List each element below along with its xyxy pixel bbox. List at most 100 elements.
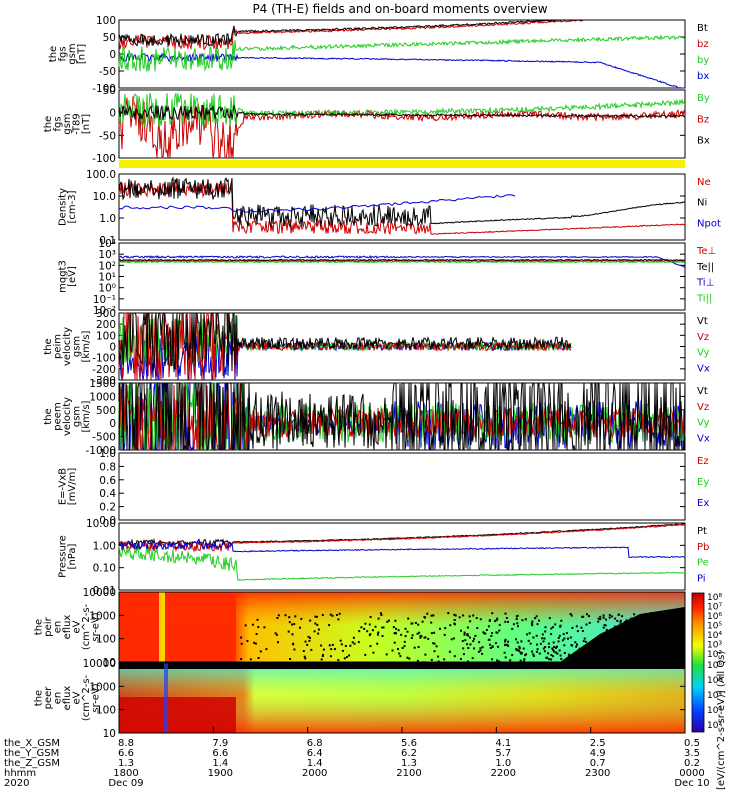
noise-pixel [488,638,491,641]
panel-frame [118,522,686,591]
noise-pixel [448,650,451,653]
series-line [118,258,686,262]
spectrogram-peer-stripe [164,663,168,733]
y-axis-label: Pressure [57,535,68,578]
y-tick-label: 200 [96,319,116,331]
spectrogram-peir-dark [560,607,685,662]
ephemeris-value: 0.5 [684,738,700,749]
noise-pixel [504,620,507,623]
noise-pixel [520,651,523,654]
ephemeris-value: 5.6 [401,738,417,749]
noise-pixel [531,650,534,653]
colorbar-tick: 10² [707,650,722,660]
y-axis-label: -T89 [72,113,83,135]
spectrogram-peer-early [119,697,236,733]
colorbar-tick: 10⁸ [707,593,722,603]
noise-pixel [528,632,531,635]
noise-pixel [381,635,384,637]
noise-pixel [473,647,475,650]
noise-pixel [277,641,279,644]
noise-pixel [287,630,290,633]
noise-pixel [556,645,558,648]
noise-pixel [288,616,291,619]
noise-pixel [558,634,561,637]
y-tick-label: 1.0 [99,448,116,460]
noise-pixel [452,637,455,640]
noise-pixel [511,627,514,630]
noise-pixel [257,626,260,628]
y-tick-label: 0.2 [99,502,116,514]
noise-pixel [316,623,319,626]
noise-pixel [364,653,367,656]
noise-pixel [360,626,363,629]
noise-pixel [330,648,333,651]
noise-pixel [304,640,307,643]
noise-pixel [478,641,481,644]
noise-pixel [599,615,602,618]
y-axis-label: sr-eV) [91,683,102,712]
noise-pixel [625,619,628,622]
noise-pixel [495,631,498,634]
noise-pixel [351,641,354,644]
noise-pixel [394,619,397,622]
noise-pixel [341,649,344,652]
noise-pixel [433,631,436,634]
y-tick-label: -500 [92,432,116,444]
noise-pixel [481,646,484,649]
y-axis-label: gsm [72,406,83,427]
noise-pixel [619,621,622,624]
noise-pixel [303,655,306,658]
noise-pixel [509,659,512,662]
ephemeris-value: 5.7 [495,748,511,759]
ephemeris-value: 1.4 [212,758,228,769]
noise-pixel [481,652,484,655]
noise-pixel [476,627,479,630]
noise-pixel [488,619,491,622]
ephemeris-label: the_X_GSM [4,738,60,749]
legend-entry: Pi [697,573,706,584]
series-line [118,523,686,547]
noise-pixel [525,653,528,656]
noise-pixel [574,641,577,644]
series-line [118,92,686,127]
noise-pixel [462,647,465,650]
noise-pixel [274,632,277,635]
noise-pixel [530,622,533,625]
ephemeris-value: 1.0 [495,758,511,769]
y-tick-label: 0 [109,49,116,61]
legend-entry: Bt [697,23,708,34]
panel-peer: 10000 1000 100 10 thepeerenefluxeV(cm^2-s-sr… [34,658,686,740]
noise-pixel [541,637,544,640]
noise-pixel [633,613,636,616]
mode-bar [119,160,685,168]
noise-pixel [571,626,574,629]
noise-pixel [430,614,433,617]
noise-pixel [460,629,462,632]
noise-pixel [547,652,550,655]
y-axis-label: (cm^2-s- [81,674,92,721]
colorbar-tick: 10⁴ [707,691,722,701]
legend-entry: Ne [697,177,711,188]
y-tick-label: 10000 [83,587,116,599]
ephemeris-value: 4.9 [590,748,606,759]
noise-pixel [474,634,477,637]
noise-pixel [464,639,467,642]
y-axis-label: E=-VxB [57,468,68,505]
legend-entry: Vy [697,348,710,359]
noise-pixel [454,614,457,617]
noise-pixel [471,657,474,660]
noise-pixel [443,633,446,636]
noise-pixel [562,633,565,636]
y-axis-label: velocity [62,397,73,436]
y-tick-label: 10⁴ [98,238,116,250]
noise-pixel [597,620,600,623]
noise-pixel [544,626,547,629]
noise-pixel [518,647,521,650]
legend-entry: by [697,55,709,66]
noise-pixel [504,612,507,615]
y-tick-label: 0.1 [99,235,116,247]
noise-pixel [423,616,426,618]
noise-pixel [447,612,450,615]
